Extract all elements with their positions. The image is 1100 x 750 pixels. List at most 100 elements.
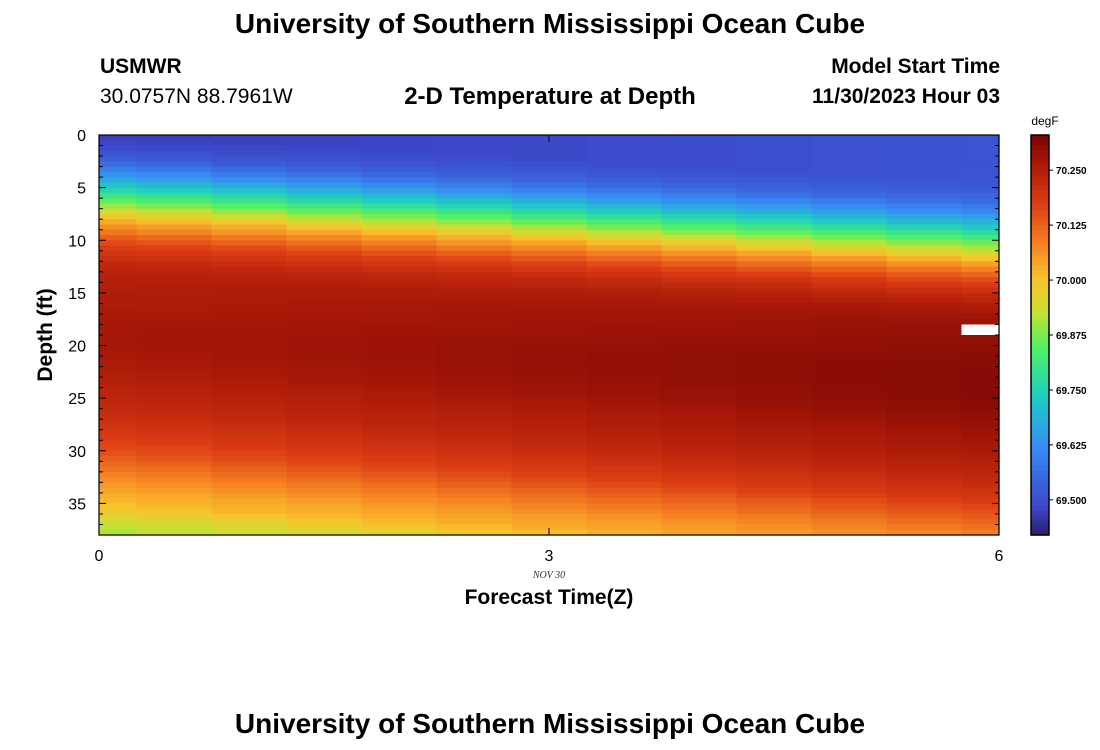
heatmap-cell bbox=[99, 161, 138, 168]
heatmap-cell bbox=[436, 145, 513, 152]
heatmap-cell bbox=[99, 298, 138, 305]
heatmap-cell bbox=[361, 287, 438, 294]
y-tick-label: 25 bbox=[68, 391, 86, 408]
heatmap-cell bbox=[511, 361, 588, 368]
heatmap-cell bbox=[886, 392, 963, 399]
colorbar-segment bbox=[1031, 400, 1049, 406]
colorbar-segment bbox=[1031, 180, 1049, 186]
heatmap-cell bbox=[136, 466, 213, 473]
heatmap-cell bbox=[211, 303, 288, 310]
heatmap-cell bbox=[661, 487, 738, 494]
heatmap-cell bbox=[961, 308, 1000, 315]
heatmap-cell bbox=[811, 382, 888, 389]
heatmap-cell bbox=[511, 140, 588, 147]
heatmap-cell bbox=[436, 150, 513, 157]
heatmap-cell bbox=[961, 187, 1000, 194]
heatmap-cell bbox=[286, 298, 363, 305]
heatmap-cell bbox=[511, 492, 588, 499]
colorbar-segment bbox=[1031, 200, 1049, 206]
heatmap-cell bbox=[361, 403, 438, 410]
heatmap-cell bbox=[436, 292, 513, 299]
heatmap-cell bbox=[586, 387, 663, 394]
heatmap-cell bbox=[586, 203, 663, 210]
heatmap-cell bbox=[99, 445, 138, 452]
heatmap-cell bbox=[211, 492, 288, 499]
heatmap-cell bbox=[586, 235, 663, 241]
heatmap-cell bbox=[961, 266, 1000, 273]
colorbar-tick-label: 70.125 bbox=[1056, 221, 1087, 232]
heatmap-cell bbox=[811, 456, 888, 462]
colorbar-segment bbox=[1031, 350, 1049, 356]
heatmap-cell bbox=[661, 292, 738, 299]
heatmap-cell bbox=[661, 508, 738, 515]
heatmap-cell bbox=[961, 208, 1000, 215]
heatmap-cell bbox=[811, 150, 888, 157]
heatmap-cell bbox=[961, 277, 1000, 283]
heatmap-cell bbox=[736, 198, 813, 205]
heatmap-cell bbox=[361, 519, 438, 526]
heatmap-cell bbox=[736, 445, 813, 452]
heatmap-cell bbox=[136, 513, 213, 520]
heatmap-cell bbox=[361, 324, 438, 331]
heatmap-cell bbox=[586, 277, 663, 283]
colorbar-segment bbox=[1031, 235, 1049, 241]
heatmap-cell bbox=[361, 482, 438, 489]
heatmap-cell bbox=[661, 456, 738, 462]
heatmap-cell bbox=[99, 266, 138, 273]
heatmap-cell bbox=[136, 271, 213, 278]
heatmap-cell bbox=[661, 371, 738, 378]
heatmap-cell bbox=[511, 424, 588, 431]
heatmap-cell bbox=[811, 203, 888, 210]
heatmap-cell bbox=[811, 298, 888, 305]
heatmap-cell bbox=[99, 435, 138, 441]
heatmap-cell bbox=[661, 492, 738, 499]
heatmap-cell bbox=[286, 324, 363, 331]
heatmap-cell bbox=[286, 192, 363, 199]
heatmap-cell bbox=[811, 440, 888, 447]
heatmap-cell bbox=[211, 319, 288, 326]
heatmap-cell bbox=[811, 466, 888, 473]
heatmap-cell bbox=[286, 387, 363, 394]
heatmap-cell bbox=[211, 324, 288, 331]
colorbar-segment bbox=[1031, 440, 1049, 446]
heatmap-cell bbox=[286, 240, 363, 247]
heatmap-cell bbox=[736, 150, 813, 157]
heatmap-cell bbox=[811, 487, 888, 494]
heatmap-cell bbox=[511, 150, 588, 157]
heatmap-cell bbox=[736, 435, 813, 441]
heatmap-cell bbox=[286, 424, 363, 431]
heatmap-cell bbox=[661, 319, 738, 326]
heatmap-cell bbox=[511, 398, 588, 405]
heatmap-cell bbox=[136, 161, 213, 168]
heatmap-cell bbox=[886, 419, 963, 426]
heatmap-cell bbox=[736, 235, 813, 241]
colorbar-segment bbox=[1031, 490, 1049, 496]
heatmap-cell bbox=[736, 229, 813, 236]
colorbar-segment bbox=[1031, 525, 1049, 531]
heatmap-cell bbox=[961, 245, 1000, 252]
heatmap-cell bbox=[886, 440, 963, 447]
heatmap-cell bbox=[661, 513, 738, 520]
heatmap-cell bbox=[511, 408, 588, 415]
heatmap-cell bbox=[511, 508, 588, 515]
heatmap-cell bbox=[436, 503, 513, 510]
heatmap-cell bbox=[511, 324, 588, 331]
heatmap-cell bbox=[961, 240, 1000, 247]
heatmap-cell bbox=[811, 166, 888, 173]
heatmap-cell bbox=[511, 471, 588, 478]
heatmap-cell bbox=[361, 366, 438, 373]
heatmap-cell bbox=[286, 524, 363, 531]
colorbar-segment bbox=[1031, 375, 1049, 381]
heatmap-cell bbox=[436, 377, 513, 383]
heatmap-cell bbox=[661, 392, 738, 399]
heatmap-cell bbox=[99, 498, 138, 505]
heatmap-cell bbox=[99, 450, 138, 457]
heatmap-cell bbox=[99, 166, 138, 173]
heatmap-cell bbox=[99, 487, 138, 494]
heatmap-cell bbox=[811, 498, 888, 505]
heatmap-cell bbox=[136, 445, 213, 452]
heatmap-cell bbox=[211, 471, 288, 478]
heatmap-cell bbox=[886, 345, 963, 352]
colorbar-segment bbox=[1031, 240, 1049, 246]
heatmap-cell bbox=[286, 345, 363, 352]
